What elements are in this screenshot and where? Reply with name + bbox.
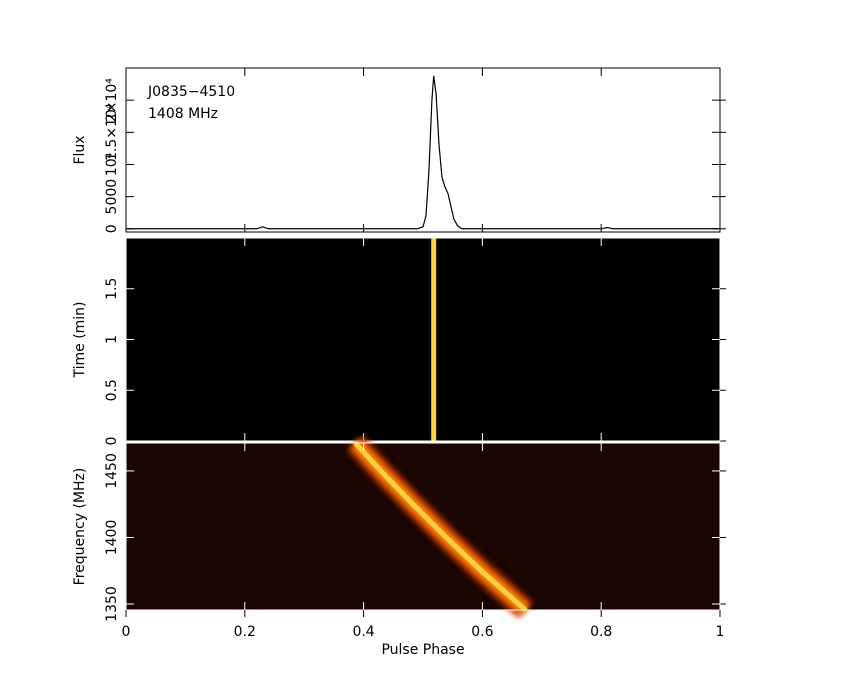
y-axis-label: Time (min) [72, 301, 88, 378]
y-tick-label: 1350 [104, 586, 120, 622]
y-tick-label: 10⁴ [104, 152, 120, 176]
annotation: 1408 MHz [148, 106, 218, 122]
y-tick-label: 1400 [104, 520, 120, 556]
annotation: J0835−4510 [147, 84, 235, 100]
panel-frame [125, 442, 721, 611]
y-tick-label: 0.5 [104, 379, 120, 401]
y-tick-label: 5000 [104, 179, 120, 215]
y-tick-label: 0 [104, 437, 120, 446]
y-tick-label: 1.5 [104, 278, 120, 300]
y-tick-label: 2×10⁴ [104, 78, 120, 122]
y-axis-label: Flux [72, 135, 88, 164]
x-axis-label: Pulse Phase [381, 642, 464, 658]
y-tick-label: 1450 [104, 453, 120, 489]
x-tick-label: 0.2 [234, 624, 256, 640]
y-tick-label: 1 [104, 335, 120, 344]
profile-line [126, 75, 720, 230]
y-tick-label: 0 [104, 224, 120, 233]
x-tick-label: 0.4 [352, 624, 374, 640]
x-tick-label: 1 [716, 624, 725, 640]
y-tick-label: 1.5×10⁴ [104, 103, 120, 161]
x-tick-label: 0.8 [590, 624, 612, 640]
x-tick-label: 0.6 [471, 624, 493, 640]
y-axis-label: Frequency (MHz) [72, 468, 88, 586]
pulse-ridge [353, 441, 528, 612]
pulse-track [347, 435, 533, 619]
panel-frame [125, 67, 721, 233]
x-tick-label: 0 [122, 624, 131, 640]
